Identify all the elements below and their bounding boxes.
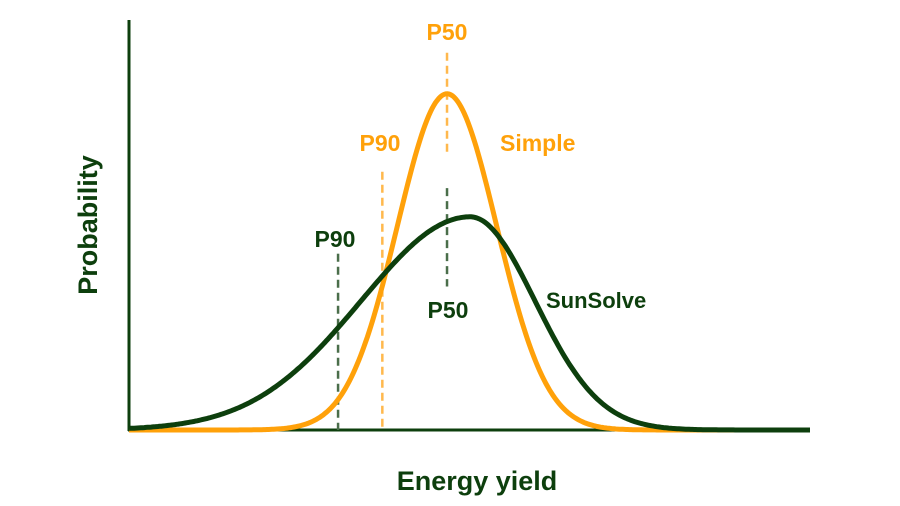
simple-curve — [129, 91, 810, 433]
sunsolve-series-label: SunSolve — [546, 288, 646, 313]
y-axis-label: Probability — [73, 155, 103, 295]
x-axis-label: Energy yield — [397, 466, 558, 496]
sunsolve-curve — [128, 214, 810, 433]
sunsolve-p90-label: P90 — [315, 226, 356, 252]
sunsolve-p50-label: P50 — [428, 297, 469, 323]
simple-series-label: Simple — [500, 130, 575, 156]
simple-p50-label: P50 — [427, 19, 468, 45]
simple-p90-label: P90 — [360, 130, 401, 156]
